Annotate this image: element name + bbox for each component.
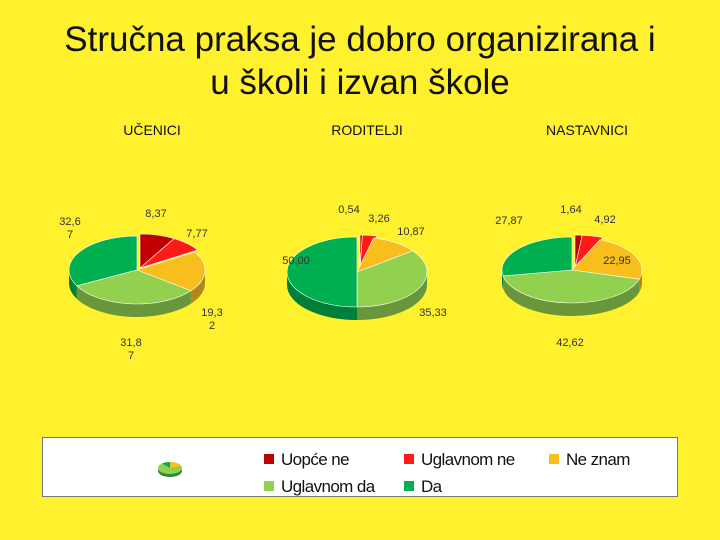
legend-swatch xyxy=(549,453,559,464)
pie-slice-side xyxy=(503,275,640,317)
legend: Uopće ne Uglavnom ne Ne znam Uglavnom da… xyxy=(42,437,678,497)
legend-swatch xyxy=(404,480,414,491)
legend-label: Ne znam xyxy=(566,450,630,469)
pie-slice xyxy=(68,235,138,287)
slide-title: Stručna praksa je dobro organizirana i u… xyxy=(0,18,720,104)
pie-slice xyxy=(286,236,358,308)
pie-title-nastavnici: NASTAVNICI xyxy=(546,122,628,138)
pie-data-label: 3,26 xyxy=(368,213,389,225)
legend-item-da: Da xyxy=(404,477,442,497)
pie-slice xyxy=(501,236,573,277)
pie-slice-side xyxy=(69,270,77,299)
pie-slice-side xyxy=(76,285,191,317)
legend-item-ne-znam: Ne znam xyxy=(549,450,630,470)
pie-slice-side xyxy=(190,270,205,304)
pie-slice xyxy=(571,239,643,280)
pie-data-label: 1,64 xyxy=(560,204,581,216)
slide-title-line2: u školi i izvan škole xyxy=(210,63,510,102)
pie-title-roditelji: RODITELJI xyxy=(331,122,403,138)
pie-data-label: 10,87 xyxy=(397,226,425,238)
legend-item-uopce-ne: Uopće ne xyxy=(264,450,350,470)
slide-title-line1: Stručna praksa je dobro organizirana i xyxy=(64,20,656,59)
pie-data-label: 27,87 xyxy=(495,215,523,227)
pie-title-ucenici: UČENICI xyxy=(123,122,181,138)
pie-slice xyxy=(356,250,428,308)
pie-slice xyxy=(502,269,640,304)
pie-data-label: 35,33 xyxy=(419,307,447,319)
legend-label: Uglavnom da xyxy=(281,477,375,496)
pie-slice-side xyxy=(357,272,427,320)
legend-label: Da xyxy=(421,477,442,496)
legend-label: Uopće ne xyxy=(281,450,350,469)
pie-slice-side xyxy=(287,272,357,320)
pie-data-label: 19,3 2 xyxy=(201,307,222,332)
legend-swatch xyxy=(264,453,274,464)
pie-slice xyxy=(139,238,199,269)
pie-data-label: 50,00 xyxy=(282,255,310,267)
legend-label: Uglavnom ne xyxy=(421,450,515,469)
legend-item-uglavnom-ne: Uglavnom ne xyxy=(404,450,515,470)
legend-swatch xyxy=(264,480,274,491)
pie-data-label: 42,62 xyxy=(556,337,584,349)
legend-swatch xyxy=(404,453,414,464)
pie-data-label: 32,6 7 xyxy=(59,216,80,241)
pie-data-label: 4,92 xyxy=(594,214,615,226)
pie-data-label: 31,8 7 xyxy=(120,337,141,362)
pie-data-label: 22,95 xyxy=(603,255,631,267)
pie-data-label: 7,77 xyxy=(186,228,207,240)
pie-slice xyxy=(136,251,206,292)
legend-item-uglavnom-da: Uglavnom da xyxy=(264,477,375,497)
mini-pie-icon xyxy=(158,461,182,477)
pie-data-label: 8,37 xyxy=(145,208,166,220)
pie-data-label: 0,54 xyxy=(338,204,359,216)
pie-slice-side xyxy=(502,270,504,289)
